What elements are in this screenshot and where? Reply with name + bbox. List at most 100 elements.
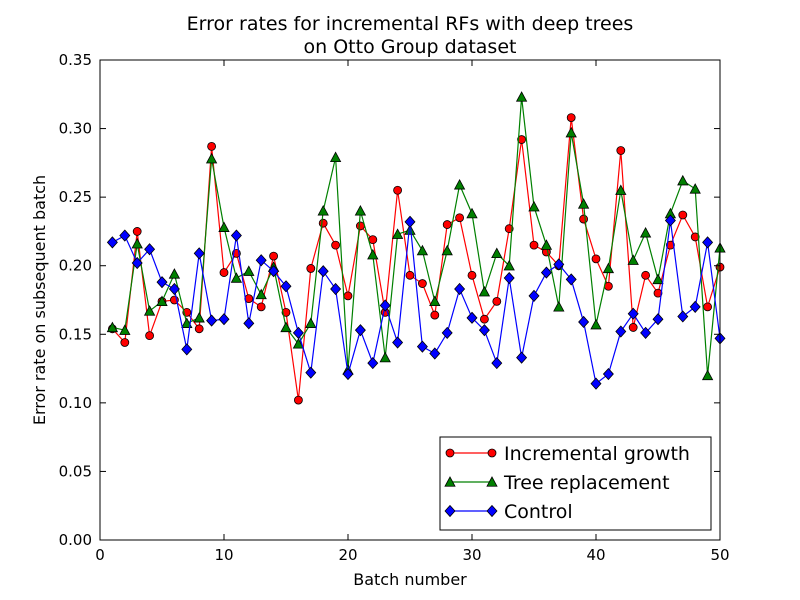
data-point-control [590,377,602,390]
data-point-incremental-growth [219,268,229,277]
y-tick-label: 0.05 [59,462,92,480]
data-point-tree-replacement [379,351,391,363]
data-point-incremental-growth [194,324,204,334]
legend-marker-tree-replacement [486,476,498,487]
data-point-control [317,265,329,278]
data-point-control [652,313,664,326]
data-point-tree-replacement [689,183,701,194]
data-point-tree-replacement [292,338,305,349]
data-point-control [218,313,230,326]
data-point-control [664,214,676,227]
data-point-control [578,315,590,329]
data-point-incremental-growth [529,240,539,250]
plot-frame [99,59,721,541]
data-point-tree-replacement [243,265,255,276]
data-point-incremental-growth [331,240,341,250]
axis-ticks: 0 10 20 30 40 50 0.00 0.05 0.10 0.15 0.20 0.25 0.30 0… [59,51,730,564]
data-point-tree-replacement [317,205,329,216]
data-point-incremental-growth [628,323,638,332]
data-point-incremental-growth [430,310,440,320]
y-tick-label: 0.35 [59,51,92,69]
data-point-incremental-growth [132,227,142,236]
data-point-tree-replacement [391,228,404,239]
data-point-incremental-growth [256,302,266,312]
data-point-tree-replacement [119,324,131,335]
data-point-tree-replacement [677,174,689,186]
data-point-control [702,236,714,249]
legend: Incremental growth Tree replacement Contro… [439,436,712,531]
data-point-control [602,367,614,381]
data-point-control [330,282,342,296]
data-point-control [615,325,627,338]
chart-title: Error rates for incremental RFs with dee… [187,13,634,35]
data-point-incremental-growth [318,218,328,228]
y-tick-label: 0.20 [59,257,92,275]
data-point-incremental-growth [591,254,601,264]
data-point-tree-replacement [143,305,156,316]
data-point-control [528,289,540,302]
data-point-tree-replacement [193,311,205,323]
data-point-tree-replacement [181,317,193,328]
data-point-tree-replacement [168,268,181,279]
data-point-control [404,215,416,228]
data-point-control [268,265,280,278]
data-point-tree-replacement [404,224,416,235]
series-line-tree-replacement [112,96,721,376]
data-point-control [230,229,242,242]
x-axis-label: Batch number [353,570,467,589]
data-point-incremental-growth [368,235,378,245]
data-point-control [441,326,453,340]
legend-label-incremental-growth: Incremental growth [504,443,690,465]
data-point-tree-replacement [528,200,540,212]
data-point-tree-replacement [280,321,292,333]
data-point-tree-replacement [540,239,553,250]
x-tick-label: 10 [214,546,233,564]
data-point-control [305,366,317,379]
data-point-incremental-growth [281,307,291,317]
data-point-control [193,247,205,260]
data-point-incremental-growth [690,232,700,242]
data-point-tree-replacement [491,247,503,259]
data-point-control [540,266,552,279]
chart-subtitle: on Otto Group dataset [304,36,517,58]
data-point-incremental-growth [293,395,303,405]
data-point-incremental-growth [566,113,576,122]
data-point-control [292,326,304,340]
data-point-control [342,367,354,381]
legend-marker-incremental-growth [445,448,455,458]
data-point-control [379,299,391,312]
data-point-tree-replacement [429,295,441,307]
data-point-control [640,326,652,340]
data-point-tree-replacement [615,184,627,195]
data-point-tree-replacement [701,369,714,381]
data-point-incremental-growth [393,185,403,195]
data-point-tree-replacement [453,178,466,190]
y-tick-label: 0.25 [59,188,92,206]
data-point-tree-replacement [367,248,379,260]
data-point-incremental-growth [355,221,365,231]
data-point-tree-replacement [305,317,317,328]
data-point-control [106,236,118,249]
data-point-tree-replacement [156,295,168,307]
data-point-incremental-growth [703,302,712,312]
data-point-control [689,300,701,313]
data-point-tree-replacement [652,273,664,285]
data-point-control [280,280,292,293]
data-point-tree-replacement [503,259,515,271]
data-point-incremental-growth [145,331,155,341]
data-point-tree-replacement [230,272,243,283]
series-control [106,214,726,390]
data-point-tree-replacement [416,244,429,256]
data-point-tree-replacement [590,318,602,330]
data-point-control [206,314,218,327]
legend-label-tree-replacement: Tree replacement [503,472,670,494]
data-point-control [144,243,156,256]
data-point-control [416,340,428,353]
data-point-incremental-growth [653,288,663,298]
data-point-tree-replacement [131,237,143,249]
data-point-tree-replacement [602,262,615,274]
data-point-incremental-growth [207,141,217,151]
x-tick-label: 0 [95,546,105,564]
data-point-tree-replacement [478,285,491,297]
data-point-tree-replacement [577,198,590,209]
